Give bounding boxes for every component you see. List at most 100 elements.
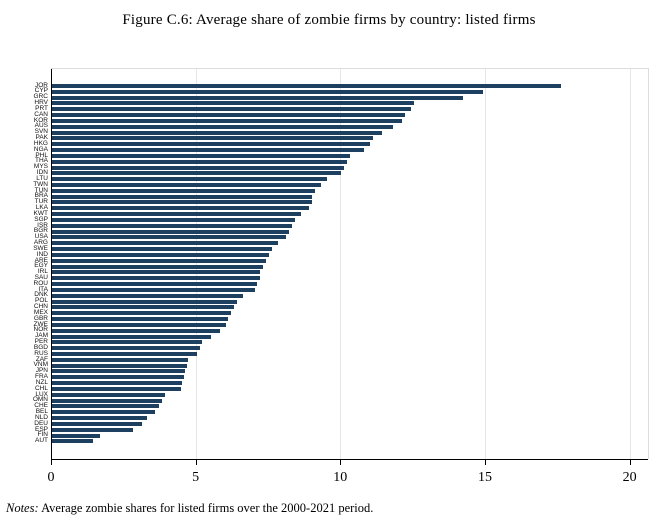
country-bar-rou (52, 282, 258, 287)
country-bar-zaf (52, 357, 188, 362)
country-label-chl: CHL (34, 384, 48, 392)
bar-row-kor: KOR (34, 117, 648, 124)
country-bar-are (52, 258, 267, 263)
country-bar-ltu (52, 177, 327, 182)
bar-row-swe: SWE (33, 245, 648, 252)
country-label-gbr: GBR (33, 314, 48, 322)
notes-text: Average zombie shares for listed firms o… (38, 501, 374, 515)
country-bar-hrv (52, 101, 414, 106)
bar-row-jam: JAM (35, 333, 648, 340)
bar-row-hrv: HRV (34, 100, 648, 106)
tick-label-5: 5 (192, 470, 200, 485)
country-label-kwt: KWT (33, 209, 48, 217)
gridline-x-10 (340, 69, 342, 459)
country-label-aus: AUS (34, 122, 48, 130)
tick-label-10: 10 (333, 470, 348, 485)
country-bar-ind (52, 252, 269, 257)
country-label-tha: THA (35, 157, 48, 165)
bar-row-bgd: BGD (34, 344, 648, 351)
bar-row-zaf: ZAF (36, 356, 648, 363)
bar-row-gbr: GBR (34, 315, 648, 322)
country-bar-lux (52, 392, 165, 397)
country-bar-hkg (52, 142, 371, 147)
country-label-mex: MEX (33, 308, 48, 316)
bar-row-jpn: JPN (36, 368, 648, 375)
country-label-deu: DEU (34, 419, 48, 427)
country-bar-esp (52, 427, 133, 432)
country-label-tun: TUN (34, 186, 48, 194)
country-label-kor: KOR (33, 116, 48, 124)
gridline-x-15 (484, 69, 486, 459)
country-label-are: ARE (34, 256, 48, 264)
country-bar-kwt (52, 212, 301, 217)
country-label-tur: TUR (34, 198, 48, 206)
country-bar-isr (52, 223, 293, 228)
country-label-swe: SWE (33, 244, 48, 252)
country-bar-vnm (52, 363, 187, 368)
country-bar-svn (52, 130, 382, 135)
country-label-sau: SAU (34, 273, 48, 281)
tick-mark-20 (629, 460, 631, 465)
bar-row-grc: GRC (34, 94, 648, 101)
country-label-omn: OMN (32, 396, 48, 404)
country-bar-arg (52, 241, 278, 246)
country-label-pak: PAK (35, 134, 48, 142)
country-bar-zwe (52, 322, 226, 327)
bar-row-hkg: HKG (34, 140, 648, 147)
country-label-svn: SVN (34, 128, 48, 136)
bar-row-lka: LKA (36, 205, 648, 211)
country-label-ltu: LTU (36, 174, 48, 182)
bar-row-bra: BRA (35, 193, 648, 200)
bar-row-ind: IND (37, 251, 648, 258)
country-label-dnk: DNK (34, 291, 48, 299)
country-bar-twn (52, 182, 322, 187)
tick-mark-5 (195, 460, 197, 465)
gridline-x-20 (629, 69, 631, 459)
bar-row-sgp: SGP (34, 216, 648, 223)
bar-row-esp: ESP (35, 426, 648, 433)
country-bar-mys (52, 165, 345, 170)
country-bar-nor (52, 328, 220, 333)
bar-row-mex: MEX (34, 309, 648, 316)
country-bar-grc (52, 95, 463, 100)
bar-row-rou: ROU (34, 280, 648, 287)
country-label-irl: IRL (37, 268, 48, 276)
bar-row-lux: LUX (35, 391, 648, 398)
bar-row-vnm: VNM (34, 362, 648, 369)
bar-row-irl: IRL (38, 269, 648, 276)
country-label-fra: FRA (35, 373, 48, 381)
bar-row-nor: NOR (34, 327, 648, 334)
country-label-jor: JOR (35, 81, 48, 89)
country-label-jpn: JPN (35, 367, 48, 375)
country-label-vnm: VNM (33, 361, 48, 369)
bar-row-ltu: LTU (36, 175, 648, 182)
country-bar-irl (52, 270, 261, 275)
tick-mark-10 (340, 460, 342, 465)
bar-row-tur: TUR (35, 199, 648, 206)
bar-row-rus: RUS (34, 350, 648, 357)
country-bar-dnk (52, 293, 243, 298)
country-label-rus: RUS (34, 349, 48, 357)
bar-row-fra: FRA (35, 374, 648, 380)
bar-row-dnk: DNK (34, 292, 648, 299)
country-bar-pol (52, 299, 238, 304)
country-bar-fin (52, 433, 100, 438)
bar-row-fin: FIN (38, 432, 648, 439)
country-label-bra: BRA (34, 192, 48, 200)
country-bar-jpn (52, 369, 186, 374)
country-label-nor: NOR (33, 326, 48, 334)
country-bar-egy (52, 264, 264, 269)
country-label-prt: PRT (35, 104, 48, 112)
bar-row-aut: AUT (35, 438, 648, 445)
tick-label-15: 15 (477, 470, 492, 485)
bar-row-tun: TUN (35, 187, 648, 194)
bar-row-are: ARE (35, 257, 648, 264)
country-bar-usa (52, 235, 287, 240)
country-label-ita: ITA (38, 285, 48, 293)
country-bar-nzl (52, 381, 183, 386)
country-bar-nga (52, 148, 365, 153)
country-label-phl: PHL (35, 151, 48, 159)
country-bar-bel (52, 410, 155, 415)
country-label-che: CHE (34, 402, 48, 410)
tick-mark-0 (51, 460, 52, 465)
